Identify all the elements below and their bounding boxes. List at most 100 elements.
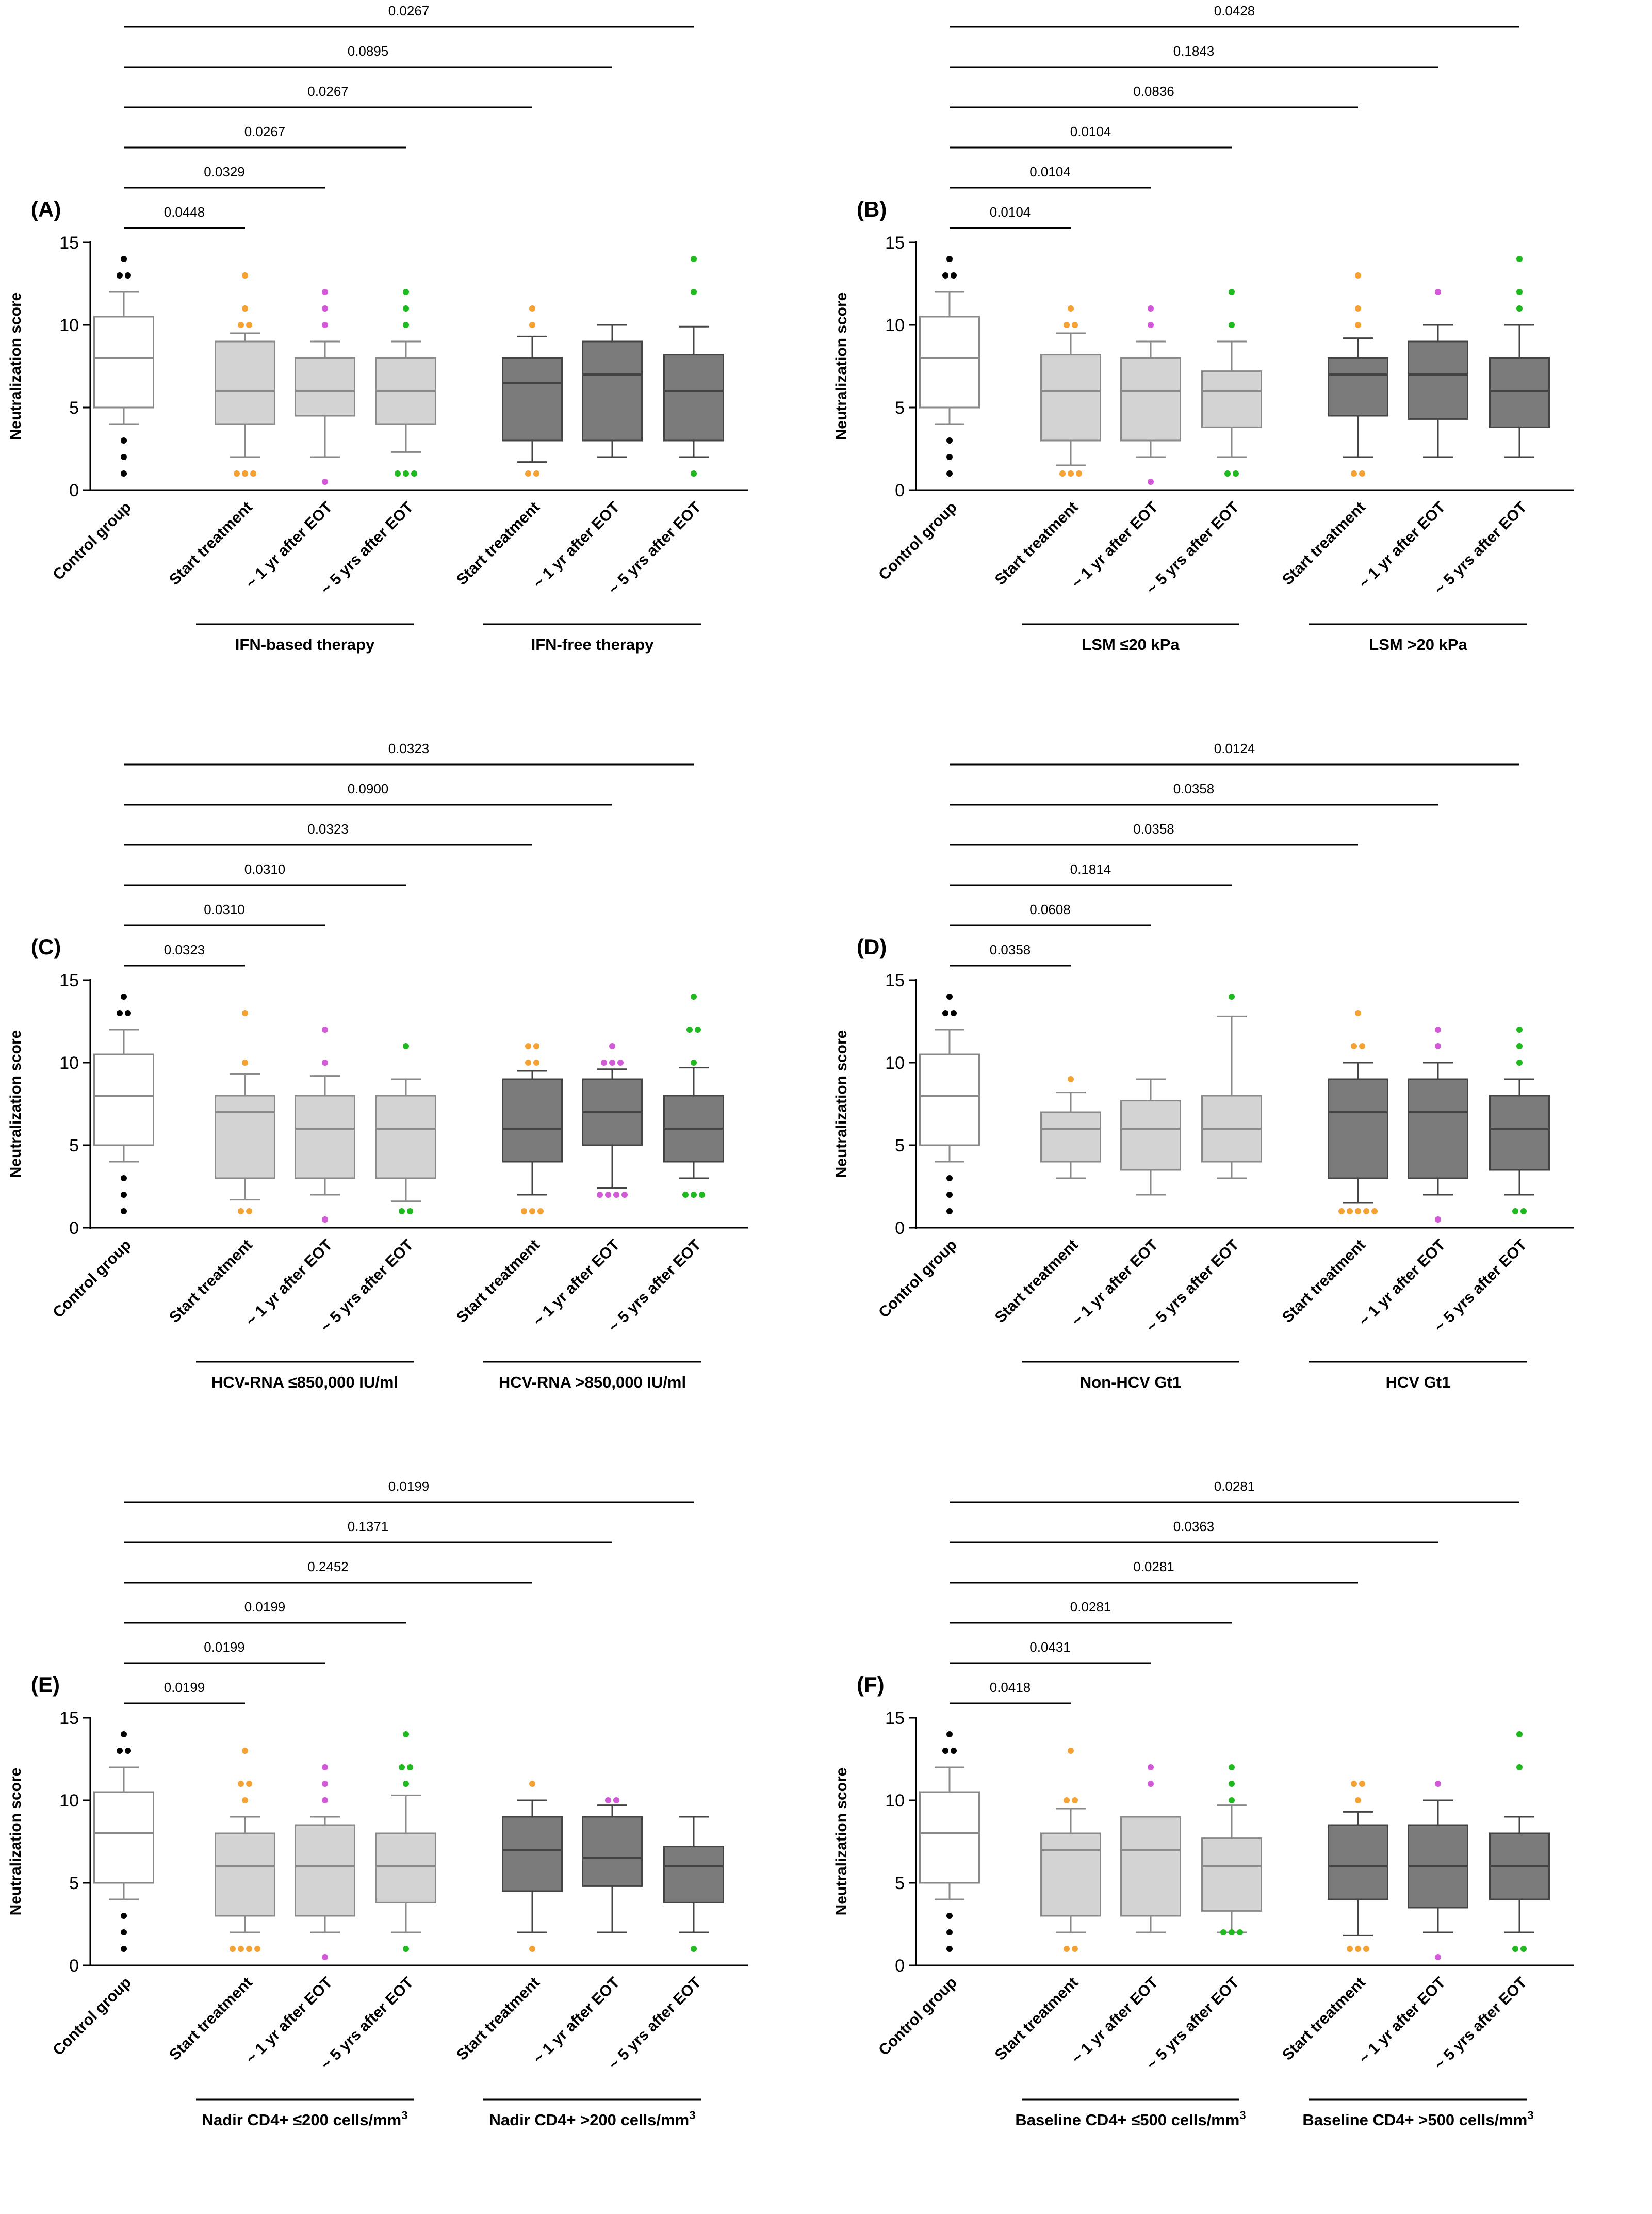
outlier-point [1351, 1043, 1357, 1049]
outlier-point [1359, 470, 1365, 477]
outlier-point [946, 437, 953, 444]
box-1 [93, 994, 154, 1214]
x-category-label: Start treatment [453, 1974, 543, 2064]
outlier-point [691, 289, 697, 295]
box-6 [1408, 1781, 1468, 1960]
outlier-point [617, 1060, 624, 1066]
outlier-point [121, 1913, 127, 1919]
outlier-point [699, 1192, 705, 1198]
outlier-point [1229, 1781, 1235, 1787]
outlier-point [1435, 1781, 1441, 1787]
outlier-point [691, 256, 697, 262]
x-category-label: ~ 1 yr after EOT [242, 1236, 336, 1330]
outlier-point [1220, 1929, 1226, 1935]
p-value-label: 0.0431 [1029, 1639, 1071, 1655]
box-4 [1201, 994, 1262, 1179]
outlier-point [691, 1946, 697, 1952]
outlier-point [1233, 470, 1239, 477]
box-6 [582, 1043, 643, 1198]
outlier-point [322, 289, 328, 295]
outlier-point [117, 1748, 123, 1754]
outlier-point [121, 256, 127, 262]
outlier-point [407, 1764, 413, 1770]
outlier-point [242, 1060, 248, 1066]
y-tick-label: 15 [885, 971, 905, 990]
outlier-point [411, 470, 417, 477]
box-3 [295, 289, 355, 485]
box-4 [375, 1043, 436, 1214]
p-value-label: 0.0323 [388, 741, 430, 756]
chart-panel-d: (D) 0.0358 0.0608 0.1814 0.0358 0.0358 0.0124 0… [826, 738, 1651, 1475]
box-5 [502, 305, 563, 477]
box-2 [1040, 305, 1101, 477]
outlier-point [1229, 1929, 1235, 1935]
p-value-label: 0.0323 [164, 942, 205, 957]
outlier-point [533, 470, 539, 477]
x-category-label: ~ 1 yr after EOT [1068, 1974, 1162, 2068]
p-value-label: 0.0199 [204, 1639, 245, 1655]
p-value-label: 0.0281 [1070, 1599, 1111, 1615]
outlier-point [1347, 1208, 1353, 1214]
panel-label: (F) [857, 1672, 885, 1697]
p-value-label: 0.0267 [307, 84, 349, 99]
outlier-point [1072, 1797, 1078, 1803]
outlier-point [246, 322, 252, 328]
outlier-point [951, 1748, 957, 1754]
x-category-label: Control group [50, 1974, 135, 2059]
outlier-point [686, 1027, 693, 1033]
outlier-point [1355, 305, 1361, 312]
box-5 [502, 1043, 563, 1214]
p-value-label: 0.0104 [990, 204, 1031, 220]
outlier-point [322, 1954, 328, 1960]
outlier-point [537, 1208, 544, 1214]
outlier-point [117, 272, 123, 279]
box-7 [663, 1816, 724, 1952]
outlier-point [946, 256, 953, 262]
outlier-point [242, 1748, 248, 1754]
box-5 [1328, 1781, 1388, 1952]
x-category-label: ~ 1 yr after EOT [242, 1974, 336, 2068]
outlier-point [691, 1192, 697, 1198]
p-value-label: 0.0363 [1173, 1519, 1215, 1534]
outlier-point [1516, 1731, 1523, 1737]
outlier-point [1068, 1076, 1074, 1082]
outlier-point [1068, 470, 1074, 477]
y-tick-label: 15 [59, 233, 79, 253]
outlier-point [121, 1175, 127, 1181]
p-value-label: 0.0836 [1133, 84, 1174, 99]
box-5 [502, 1781, 563, 1952]
outlier-point [125, 1748, 131, 1754]
box-4 [375, 1731, 436, 1952]
outlier-point [691, 1060, 697, 1066]
chart-panel-a: (A) 0.0448 0.0329 0.0267 0.0267 0.0895 0.0267 0… [0, 0, 826, 738]
p-value-label: 0.0199 [164, 1680, 205, 1695]
outlier-point [1229, 322, 1235, 328]
box-7 [1489, 1731, 1550, 1952]
outlier-point [121, 1192, 127, 1198]
box-6 [582, 324, 643, 458]
outlier-point [403, 289, 409, 295]
outlier-point [1224, 470, 1231, 477]
p-value-label: 0.0900 [348, 781, 389, 796]
y-axis-label: Neutralization score [833, 1030, 850, 1178]
p-value-label: 0.0358 [1173, 781, 1215, 796]
group-label: Nadir CD4+ >200 cells/mm3 [489, 2109, 696, 2129]
outlier-point [946, 1731, 953, 1737]
outlier-point [682, 1192, 689, 1198]
outlier-point [238, 322, 244, 328]
y-tick-label: 10 [59, 316, 79, 335]
box-2 [215, 272, 275, 477]
x-category-label: ~ 1 yr after EOT [530, 499, 623, 592]
p-value-label: 0.0358 [1133, 821, 1174, 837]
outlier-point [1148, 1764, 1154, 1770]
outlier-point [1355, 1010, 1361, 1016]
outlier-point [242, 305, 248, 312]
y-tick-label: 5 [69, 398, 79, 418]
outlier-point [322, 1764, 328, 1770]
box-5 [1328, 272, 1388, 477]
y-axis-label: Neutralization score [7, 292, 24, 441]
outlier-point [1064, 1797, 1070, 1803]
y-tick-label: 0 [69, 481, 79, 500]
outlier-point [322, 1216, 328, 1223]
